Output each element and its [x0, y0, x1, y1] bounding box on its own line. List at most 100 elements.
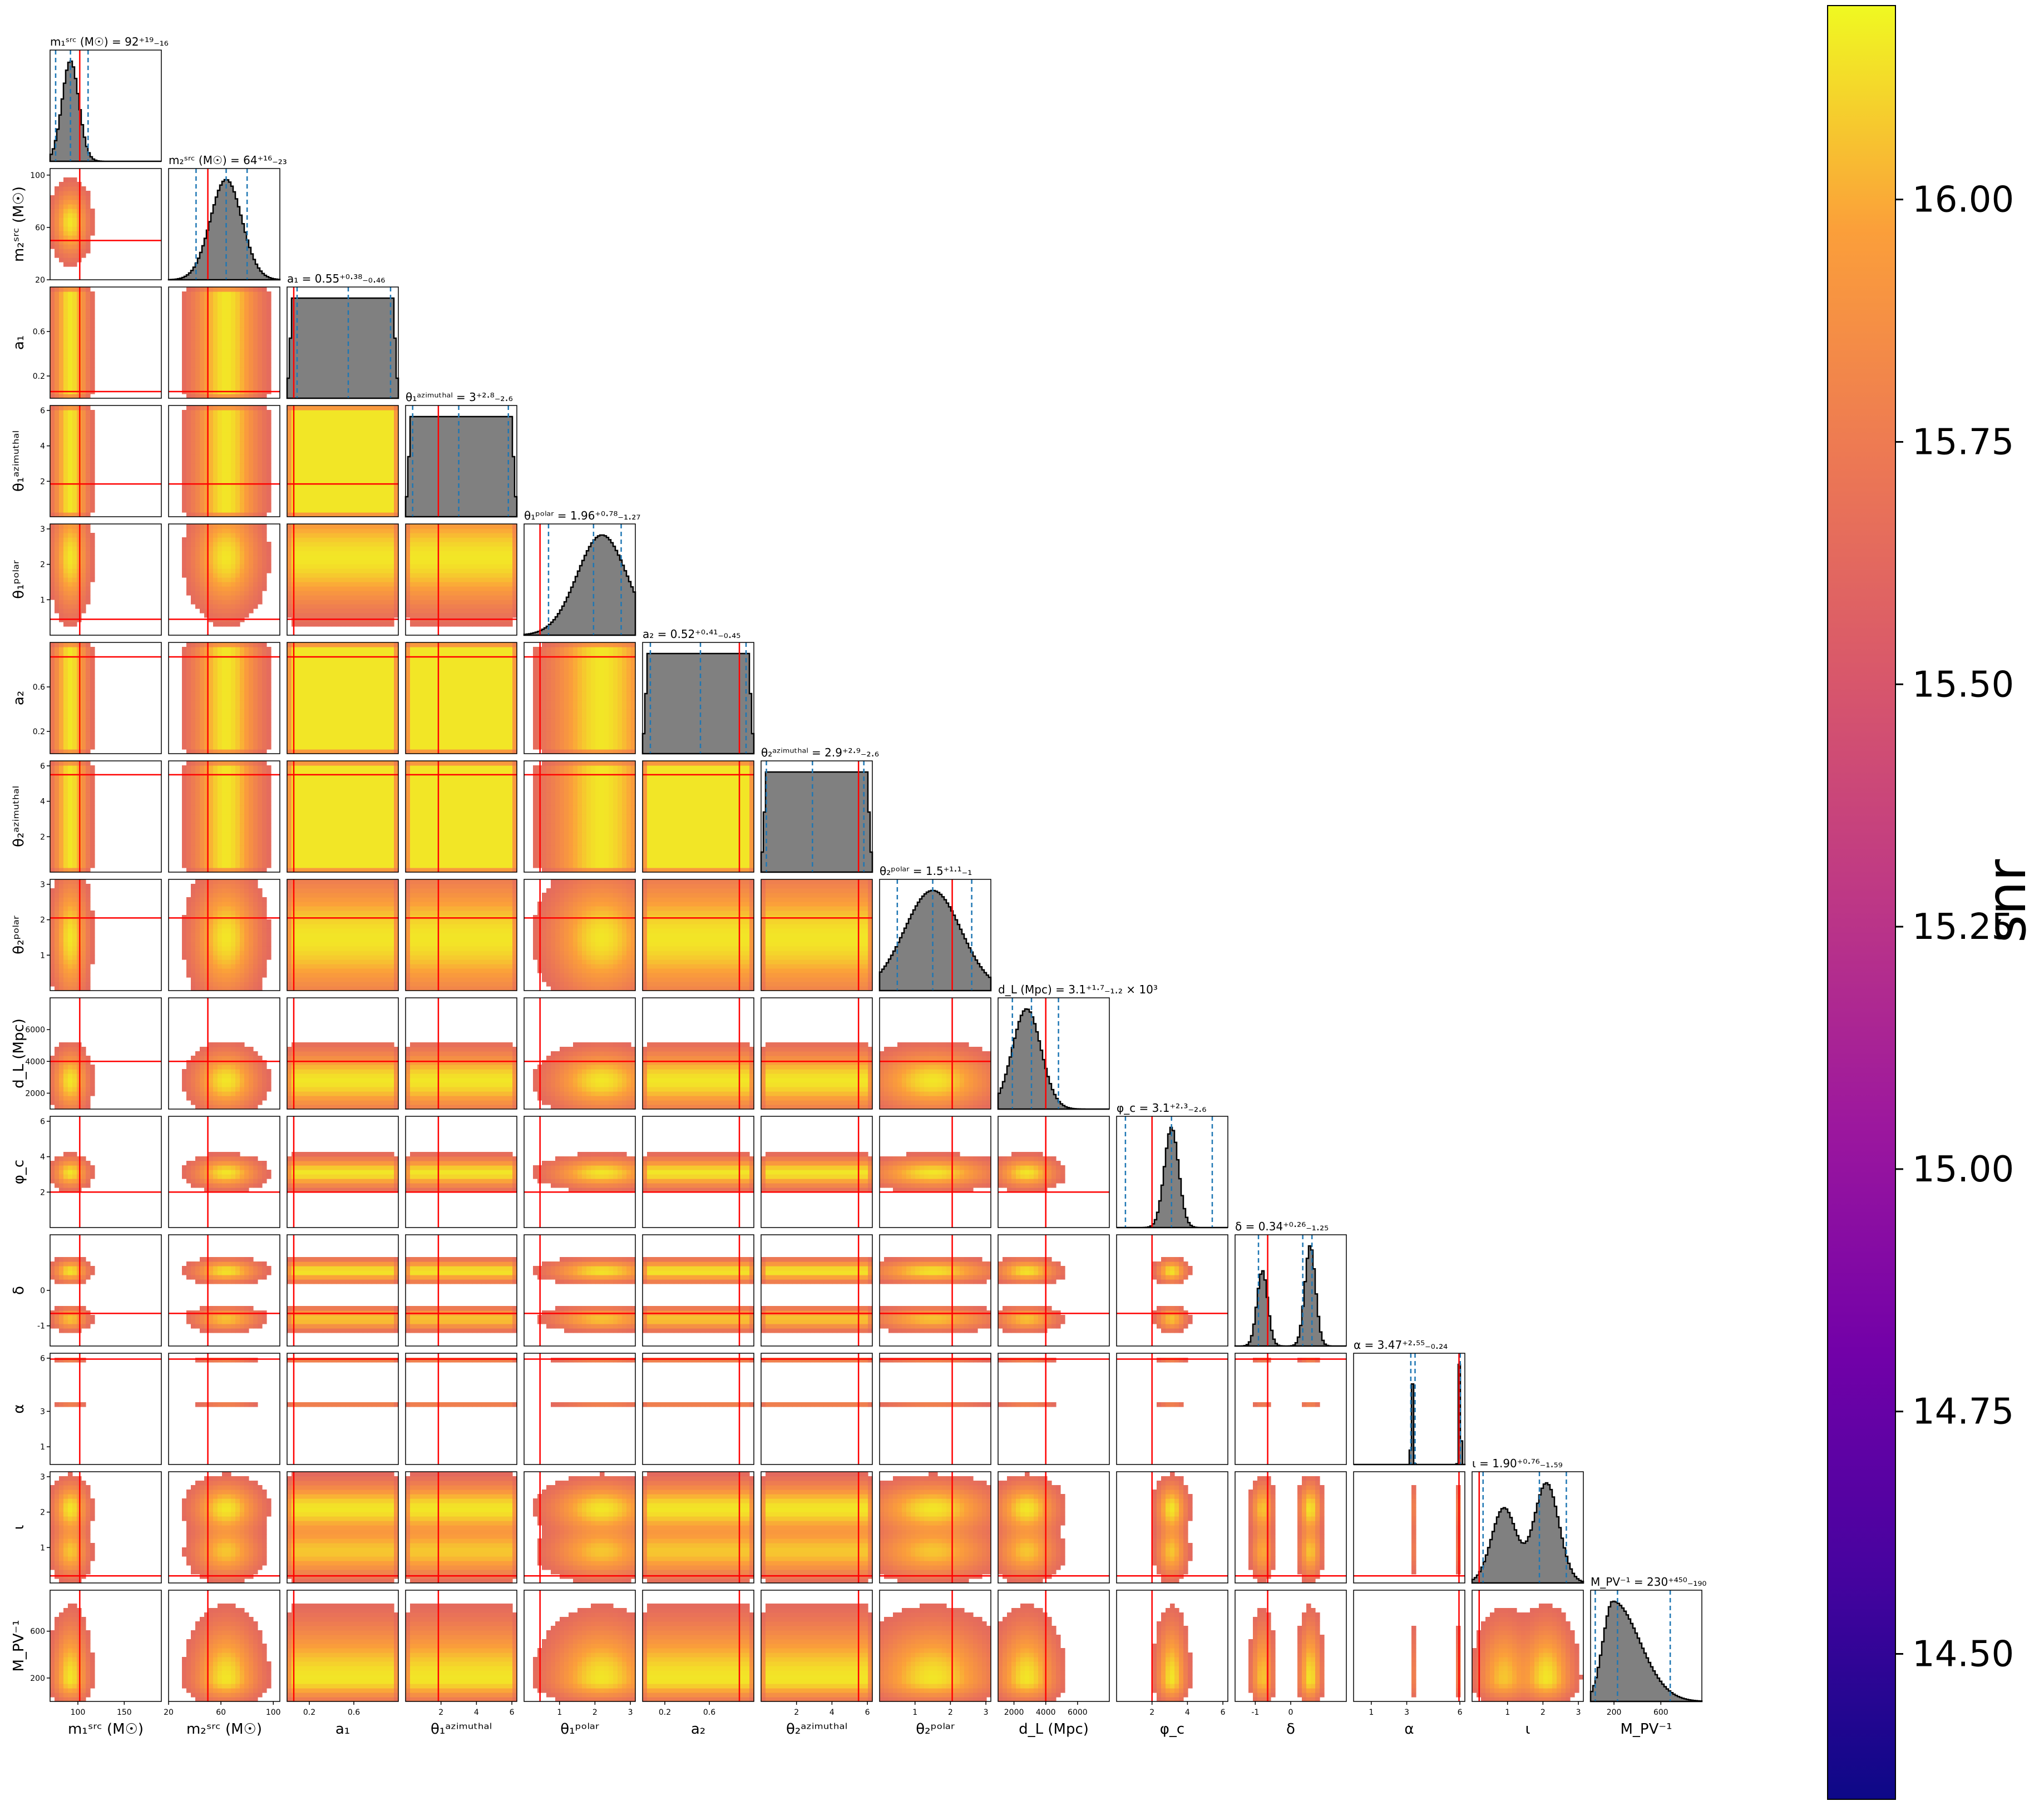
density-cell — [300, 577, 305, 582]
density-cell — [195, 691, 200, 696]
density-cell — [213, 300, 218, 305]
density-cell — [63, 669, 68, 674]
density-cell — [222, 437, 227, 442]
density-cell — [332, 564, 337, 569]
density-cell — [222, 582, 227, 587]
density-cell — [372, 555, 377, 560]
density-cell — [296, 477, 301, 482]
density-cell — [287, 428, 292, 433]
y-axis-label: a₁ — [11, 335, 27, 350]
density-cell — [340, 595, 345, 600]
density-cell — [55, 244, 60, 249]
density-cell — [477, 622, 482, 627]
density-cell — [213, 568, 218, 573]
density-cell — [235, 472, 240, 477]
density-cell — [231, 528, 236, 533]
density-cell — [419, 613, 424, 618]
density-cell — [450, 546, 455, 551]
density-cell — [222, 622, 227, 627]
density-cell — [191, 546, 196, 551]
density-cell — [50, 555, 55, 560]
density-cell — [508, 582, 513, 587]
density-cell — [385, 503, 390, 508]
density-cell — [372, 463, 377, 468]
density-cell — [218, 691, 223, 696]
density-cell — [213, 740, 218, 745]
density-cell — [50, 591, 55, 596]
density-cell — [195, 723, 200, 728]
density-cell — [309, 568, 314, 573]
density-cell — [50, 528, 55, 533]
density-cell — [472, 555, 477, 560]
density-cell — [385, 608, 390, 613]
density-cell — [358, 528, 363, 533]
density-cell — [81, 486, 86, 491]
density-cell — [414, 577, 419, 582]
density-cell — [195, 291, 200, 296]
density-cell — [55, 186, 60, 191]
density-cell — [305, 696, 310, 701]
density-cell — [503, 600, 508, 605]
density-cell — [240, 696, 245, 701]
density-cell — [209, 524, 214, 529]
density-cell — [481, 551, 486, 556]
density-cell — [55, 682, 60, 687]
density-cell — [340, 560, 345, 565]
density-cell — [262, 463, 267, 468]
density-cell — [218, 441, 223, 446]
density-cell — [81, 314, 86, 319]
density-cell — [231, 608, 236, 613]
density-cell — [258, 486, 263, 491]
density-cell — [296, 437, 301, 442]
density-cell — [372, 546, 377, 551]
density-cell — [358, 454, 363, 459]
density-cell — [490, 582, 495, 587]
density-cell — [309, 542, 314, 547]
density-cell — [55, 651, 60, 656]
density-cell — [249, 441, 254, 446]
density-cell — [50, 568, 55, 573]
density-cell — [81, 186, 86, 191]
density-cell — [367, 546, 372, 551]
density-cell — [226, 380, 231, 385]
density-cell — [309, 437, 314, 442]
density-cell — [235, 503, 240, 508]
density-cell — [244, 508, 249, 513]
density-cell — [218, 604, 223, 609]
density-cell — [349, 613, 354, 618]
density-cell — [191, 428, 196, 433]
density-cell — [226, 446, 231, 451]
density-cell — [262, 642, 267, 647]
density-cell — [249, 546, 254, 551]
density-cell — [376, 600, 381, 605]
density-cell — [262, 524, 267, 529]
density-cell — [486, 537, 491, 542]
density-cell — [195, 463, 200, 468]
density-cell — [90, 537, 95, 542]
density-cell — [244, 674, 249, 679]
density-cell — [244, 305, 249, 310]
density-cell — [55, 591, 60, 596]
density-cell — [389, 551, 394, 556]
density-cell — [376, 591, 381, 596]
density-cell — [55, 691, 60, 696]
density-cell — [186, 687, 191, 692]
density-cell — [226, 472, 231, 477]
density-cell — [419, 528, 424, 533]
density-cell — [222, 490, 227, 495]
density-cell — [209, 490, 214, 495]
density-cell — [218, 318, 223, 323]
density-cell — [327, 486, 332, 491]
density-cell — [213, 477, 218, 482]
density-cell — [266, 723, 271, 728]
density-cell — [437, 604, 442, 609]
density-cell — [222, 410, 227, 415]
density-cell — [235, 591, 240, 596]
density-cell — [262, 363, 267, 368]
density-cell — [345, 508, 350, 513]
density-cell — [323, 560, 328, 565]
density-cell — [235, 300, 240, 305]
density-cell — [262, 414, 267, 419]
density-cell — [90, 327, 95, 332]
density-cell — [472, 568, 477, 573]
